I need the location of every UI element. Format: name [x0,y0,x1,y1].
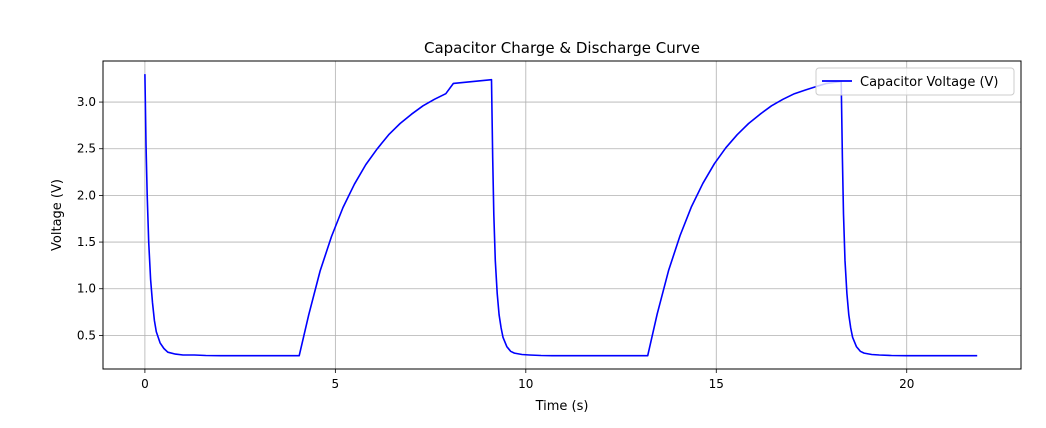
x-tick-label: 20 [899,377,914,391]
grid-lines [103,61,1021,369]
chart-title: Capacitor Charge & Discharge Curve [424,39,700,57]
y-tick-label: 2.5 [77,142,96,156]
axis-ticks: 0 5 10 15 20 0.5 1.0 1.5 2.0 2.5 3.0 [77,95,914,391]
plot-frame [102,60,1022,370]
x-axis-label: Time (s) [535,399,589,414]
x-tick-label: 5 [332,377,340,391]
y-tick-label: 1.5 [77,235,96,249]
y-axis-label: Voltage (V) [50,179,65,251]
y-tick-label: 1.0 [77,282,96,296]
series-layer [144,74,978,357]
x-tick-label: 10 [518,377,533,391]
plot-background [103,61,1021,369]
legend-box [815,67,1015,96]
y-tick-label: 2.0 [77,188,96,202]
x-tick-label: 0 [141,377,149,391]
y-tick-label: 3.0 [77,95,96,109]
legend-series-label: Capacitor Voltage (V) [860,75,998,90]
series-line [144,74,978,357]
y-tick-label: 0.5 [77,328,96,342]
x-tick-label: 15 [709,377,724,391]
legend: Capacitor Voltage (V) [815,67,1015,96]
